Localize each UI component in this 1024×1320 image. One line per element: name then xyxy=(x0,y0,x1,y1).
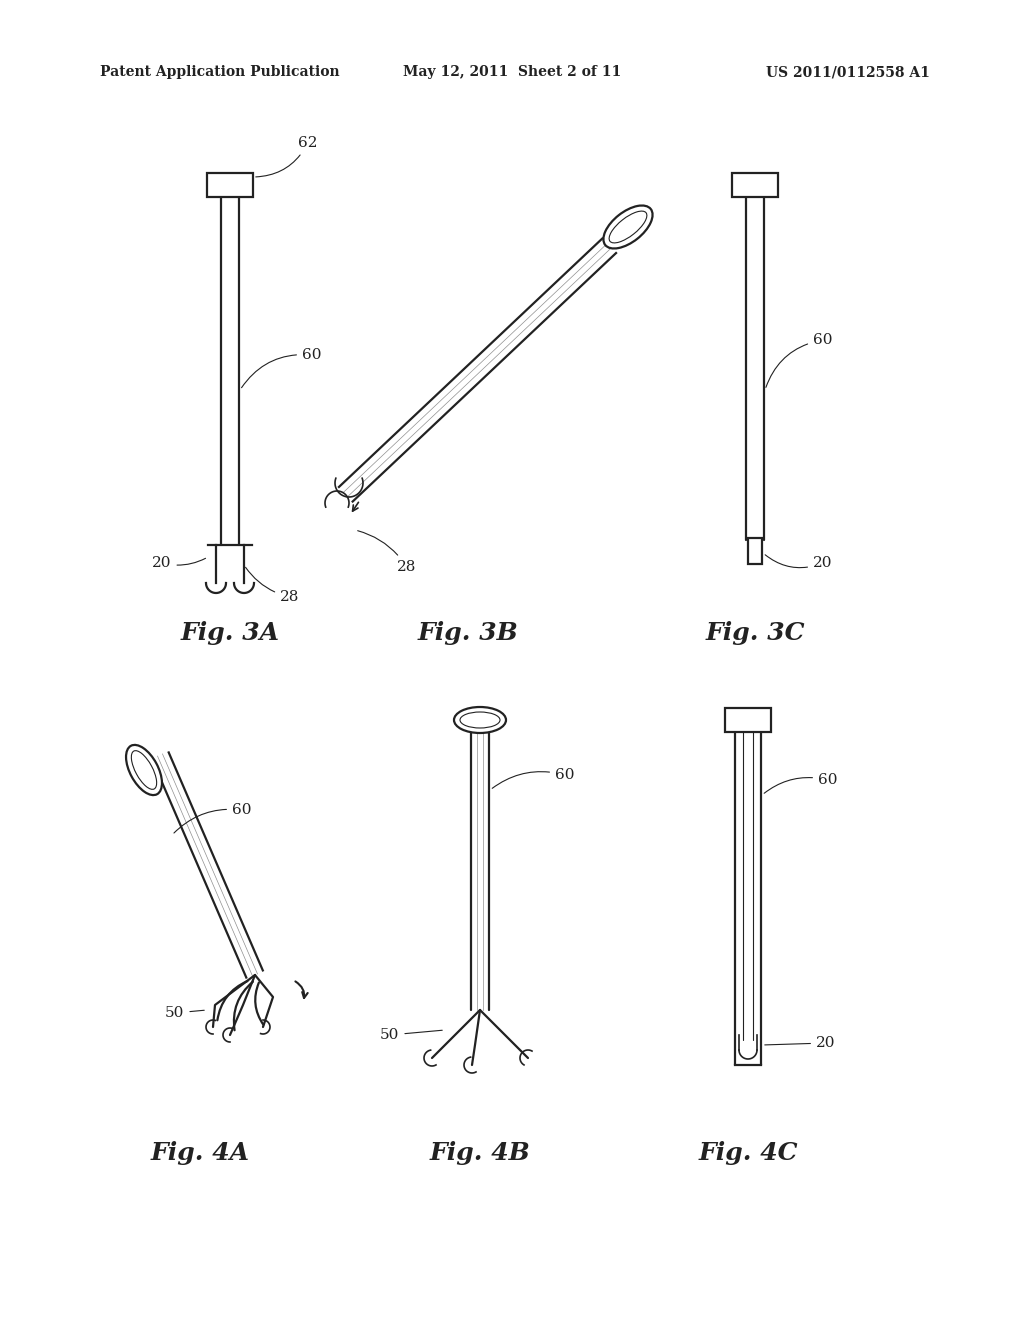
Bar xyxy=(207,173,253,197)
Ellipse shape xyxy=(609,211,647,243)
Bar xyxy=(725,708,771,733)
Text: Fig. 4C: Fig. 4C xyxy=(698,1140,798,1166)
Text: Fig. 3A: Fig. 3A xyxy=(180,620,280,645)
Text: Patent Application Publication: Patent Application Publication xyxy=(100,65,340,79)
Text: 60: 60 xyxy=(493,768,574,788)
Text: 50: 50 xyxy=(380,1028,442,1041)
Bar xyxy=(748,539,762,564)
Text: 60: 60 xyxy=(764,774,838,793)
Text: Fig. 4A: Fig. 4A xyxy=(151,1140,250,1166)
Text: 20: 20 xyxy=(152,556,206,570)
Text: 60: 60 xyxy=(242,348,322,388)
Ellipse shape xyxy=(131,751,157,789)
Text: 60: 60 xyxy=(766,333,833,387)
Text: 28: 28 xyxy=(246,568,299,605)
Text: Fig. 4B: Fig. 4B xyxy=(430,1140,530,1166)
Bar xyxy=(732,173,778,197)
Text: US 2011/0112558 A1: US 2011/0112558 A1 xyxy=(766,65,930,79)
Text: May 12, 2011  Sheet 2 of 11: May 12, 2011 Sheet 2 of 11 xyxy=(402,65,622,79)
Text: 60: 60 xyxy=(174,803,252,833)
Ellipse shape xyxy=(126,744,162,795)
Text: 62: 62 xyxy=(256,136,317,177)
Ellipse shape xyxy=(460,711,500,729)
Text: Fig. 3B: Fig. 3B xyxy=(418,620,518,645)
Text: 20: 20 xyxy=(765,1036,836,1049)
Ellipse shape xyxy=(454,708,506,733)
Text: Fig. 3C: Fig. 3C xyxy=(706,620,805,645)
Ellipse shape xyxy=(603,206,652,248)
Text: 20: 20 xyxy=(765,554,833,570)
Text: 50: 50 xyxy=(165,1006,204,1020)
Text: 28: 28 xyxy=(357,531,417,574)
